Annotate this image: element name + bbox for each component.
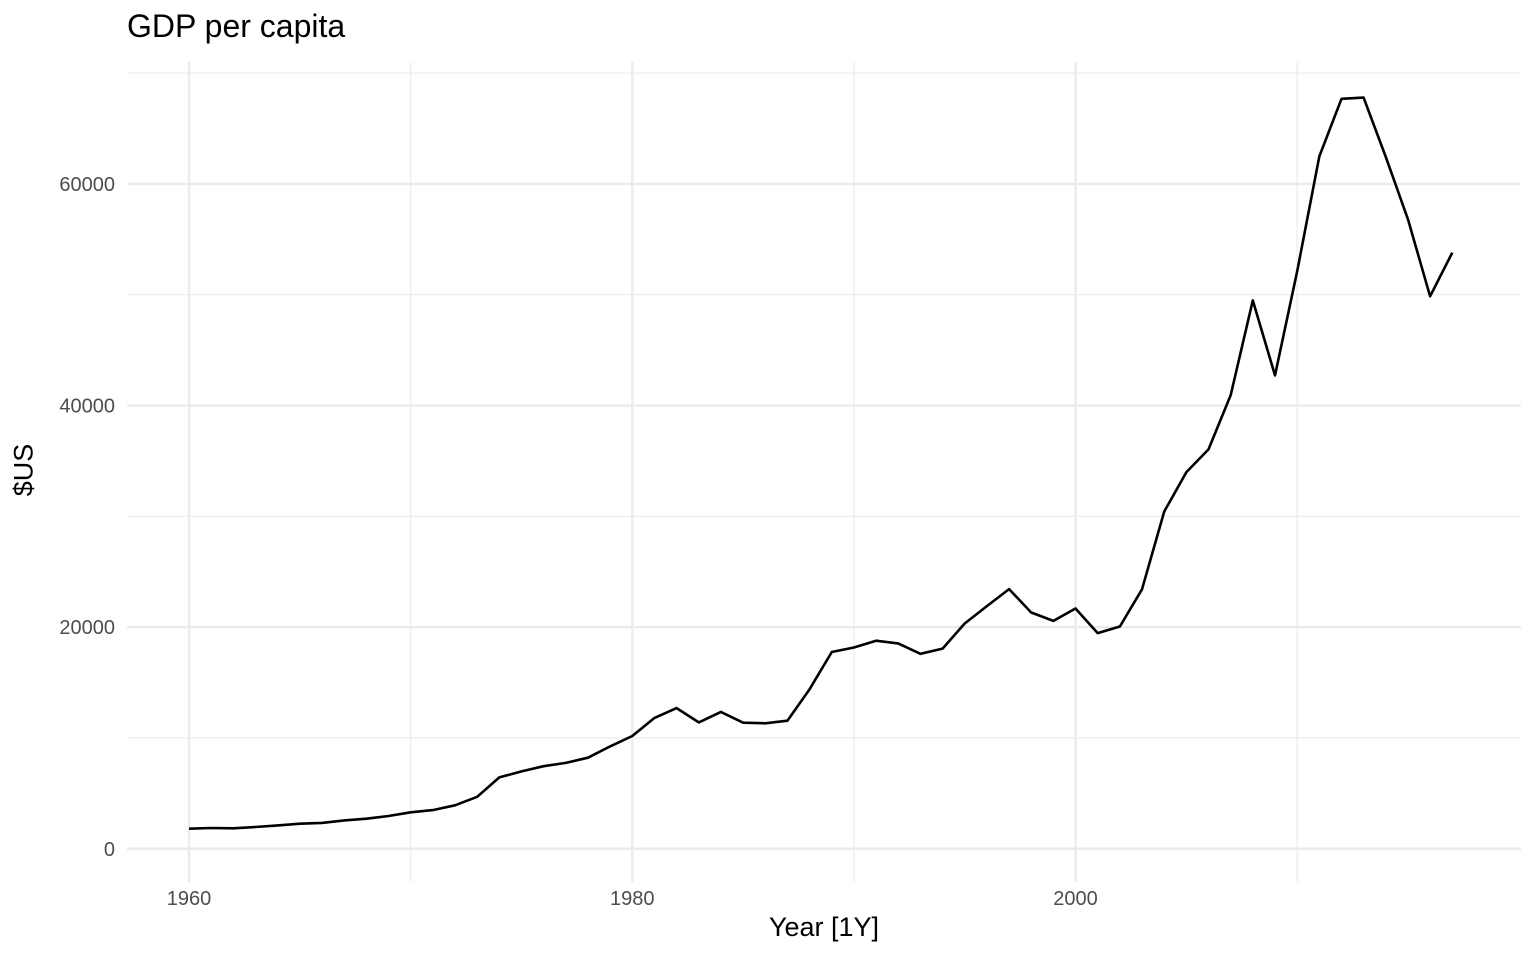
y-tick-label: 40000: [59, 396, 115, 418]
series-line: [189, 96, 1454, 830]
x-tick-label: 1980: [610, 888, 655, 910]
y-axis-label: $US: [8, 443, 39, 497]
y-tick-label: 20000: [59, 617, 115, 639]
chart-title: GDP per capita: [127, 8, 346, 44]
x-axis-ticks: 1960 1980 2000: [167, 888, 1098, 910]
x-tick-label: 1960: [167, 888, 212, 910]
y-tick-label: 0: [104, 839, 115, 861]
minor-gridlines: [127, 62, 1521, 882]
y-axis-ticks: 0 20000 40000 60000: [59, 174, 115, 861]
major-gridlines: [127, 62, 1521, 882]
x-tick-label: 2000: [1053, 888, 1098, 910]
x-axis-label: Year [1Y]: [768, 912, 880, 942]
y-tick-label: 60000: [59, 174, 115, 196]
